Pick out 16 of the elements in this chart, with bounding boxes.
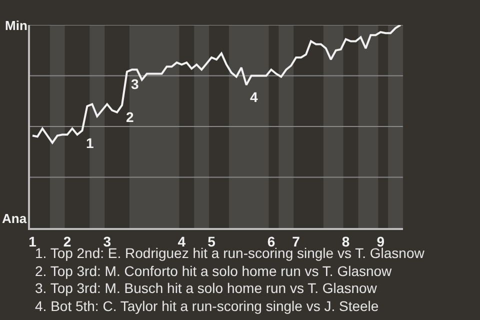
- text: Min: [5, 18, 28, 33]
- text: 4. Bot 5th: C. Taylor hit a run-scoring single vs J. Steele: [35, 298, 379, 314]
- x-tick-label: 6: [267, 234, 276, 250]
- x-tick-label: 7: [292, 234, 300, 250]
- annotation: 4: [250, 89, 258, 105]
- x-tick-label: 1: [28, 234, 37, 250]
- text: 2. Top 3rd: M. Conforto hit a solo home run vs T. Glasnow: [35, 263, 393, 279]
- text: Ana: [2, 211, 28, 226]
- x-tick-label: 2: [63, 234, 72, 250]
- annotation: 1: [86, 135, 94, 151]
- x-tick-label: 4: [178, 234, 186, 250]
- x-tick-label: 5: [208, 234, 216, 250]
- x-tick-label: 8: [342, 234, 350, 250]
- annotation: 3: [131, 76, 139, 92]
- annotation: 2: [126, 109, 134, 125]
- text: 3. Top 3rd: M. Busch hit a solo home run vs T. Glasnow: [35, 280, 378, 296]
